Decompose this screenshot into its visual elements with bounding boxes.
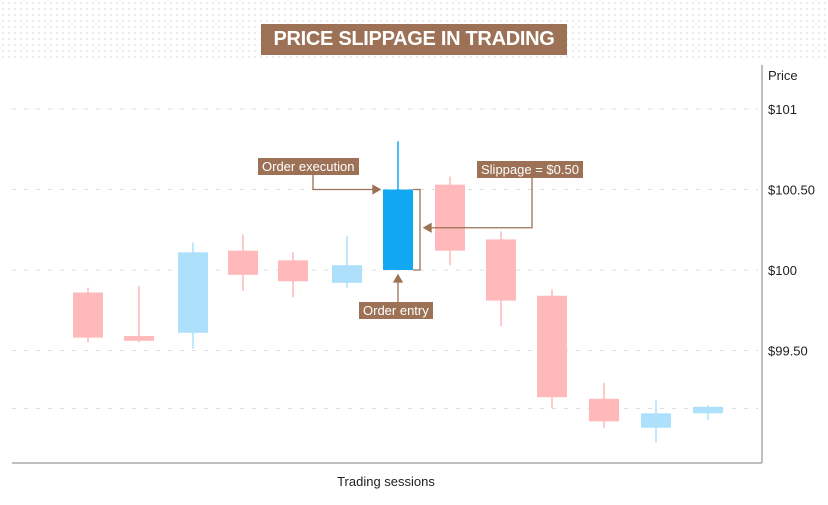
candle-body — [73, 292, 103, 338]
order-entry-label: Order entry — [359, 302, 433, 319]
candle-body — [124, 336, 154, 341]
slippage-label: Slippage = $0.50 — [477, 161, 583, 178]
x-axis-label: Trading sessions — [337, 474, 435, 489]
candle — [73, 287, 103, 343]
slippage-arrow — [426, 178, 533, 229]
execution-arrow — [312, 175, 378, 191]
candle-body — [435, 184, 465, 251]
candle-body — [228, 250, 258, 275]
arrowhead — [422, 222, 432, 233]
candle-body — [332, 265, 362, 283]
candle-body — [383, 189, 413, 270]
candle — [332, 236, 362, 288]
candle — [693, 405, 723, 420]
candle-body — [641, 413, 671, 428]
candle — [641, 400, 671, 443]
y-axis-label: Price — [768, 68, 798, 83]
arrowhead — [392, 273, 404, 283]
arrowhead — [372, 184, 382, 195]
candle-body — [537, 295, 567, 398]
candle — [435, 176, 465, 266]
y-tick-label: $101 — [768, 102, 797, 117]
slippage-bracket — [413, 188, 421, 271]
y-tick-label: $99.50 — [768, 344, 808, 359]
order-execution-label: Order execution — [258, 158, 359, 175]
candle-body — [589, 398, 619, 422]
y-tick-label: $100 — [768, 263, 797, 278]
candle — [486, 231, 516, 327]
candle — [383, 141, 413, 270]
candle — [537, 289, 567, 409]
candle — [228, 234, 258, 291]
candle-body — [693, 406, 723, 414]
candle — [589, 382, 619, 428]
y-tick-label: $100.50 — [768, 183, 815, 198]
chart-title: PRICE SLIPPAGE IN TRADING — [261, 24, 567, 55]
candle-body — [486, 239, 516, 301]
candle-body — [178, 252, 208, 333]
candle-body — [278, 260, 308, 282]
candle — [124, 286, 154, 343]
candle — [278, 252, 308, 298]
candle — [178, 242, 208, 349]
